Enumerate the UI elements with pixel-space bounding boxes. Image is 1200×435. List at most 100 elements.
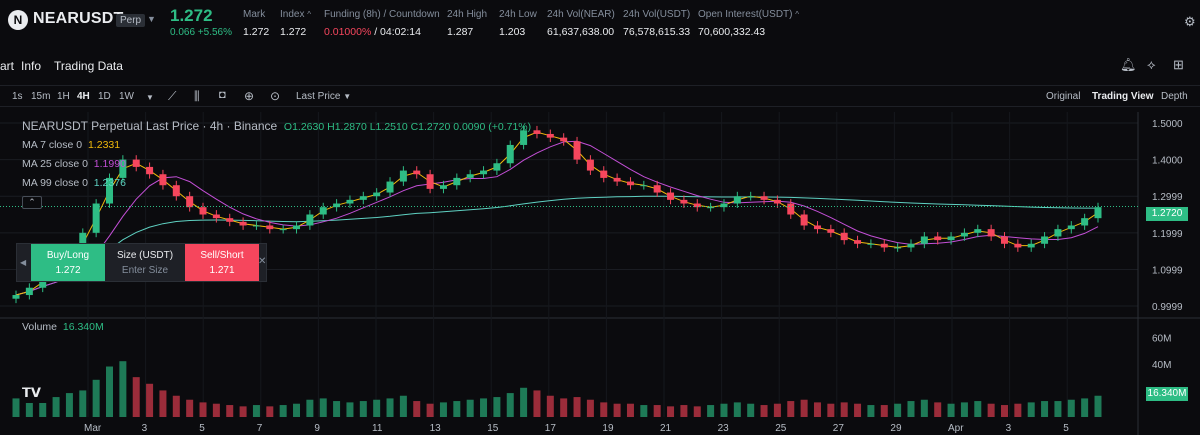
x-tick-label: 11	[372, 423, 383, 434]
sell-short-button[interactable]: Sell/Short 1.271	[185, 244, 259, 281]
x-tick-label: 29	[890, 423, 902, 434]
volume-bar	[626, 403, 634, 417]
compare-icon[interactable]: ⟡	[1147, 57, 1156, 72]
interval-1h[interactable]: 1H	[57, 91, 70, 102]
volume-bar	[907, 401, 915, 417]
candle-body	[386, 181, 394, 193]
volume-bar	[840, 402, 848, 417]
interval-1w[interactable]: 1W	[119, 91, 134, 102]
tab-chart[interactable]: art	[0, 59, 15, 73]
candle-body	[840, 232, 848, 241]
interval-1s[interactable]: 1s	[12, 91, 23, 102]
volume-bar	[947, 403, 955, 417]
candle-body	[106, 177, 114, 204]
volume-bar	[119, 361, 127, 417]
ma25-line	[15, 140, 1099, 296]
candle-body	[693, 203, 701, 208]
stat-label: Funding (8h) / Countdown	[324, 9, 440, 20]
stat-label: Index ^	[280, 9, 312, 20]
x-tick-label: 5	[199, 423, 205, 434]
volume-bar	[25, 399, 33, 417]
interval-1d[interactable]: 1D	[98, 91, 111, 102]
candle-body	[626, 181, 634, 186]
candle-body	[947, 236, 955, 241]
volume-bar	[827, 403, 835, 417]
symbol-selector[interactable]: NEARUSDT	[33, 10, 124, 27]
camera-icon[interactable]: ◘	[219, 89, 226, 101]
view-depth[interactable]: Depth	[1161, 91, 1188, 102]
fullscreen-icon[interactable]: ⊙	[270, 89, 281, 103]
price-chart[interactable]: 1.5000 1.4000 1.2999 1.1999 1.0999 0.9999 Mar 3…	[0, 112, 1200, 435]
buy-long-button[interactable]: Buy/Long 1.272	[31, 244, 105, 281]
candle-body	[493, 163, 501, 171]
candle-body	[319, 207, 327, 215]
candle-body	[787, 203, 795, 215]
interval-15m[interactable]: 15m	[31, 91, 51, 102]
settings-icon[interactable]: ⚙	[1184, 14, 1196, 29]
ma99-legend: MA 99 close 0 1.2376	[22, 177, 126, 189]
candle-body	[1027, 243, 1035, 248]
layout-grid-icon[interactable]: ⊞	[1173, 57, 1184, 72]
interval-dropdown-icon[interactable]: ▼	[146, 93, 154, 102]
volume-bar	[1081, 398, 1089, 417]
volume-bar	[239, 406, 247, 417]
stat-24h-vol-usdt: 24h Vol(USDT) 76,578,615.33	[623, 9, 690, 38]
candle-body	[520, 130, 528, 145]
y-tick-label: 1.1999	[1152, 229, 1183, 240]
view-original[interactable]: Original	[1046, 91, 1081, 102]
stat-label: Mark	[243, 9, 266, 20]
price-change: 0.066 +5.56%	[170, 27, 232, 38]
candle-body	[600, 170, 608, 178]
candle-body	[279, 229, 287, 231]
stat-value: 61,637,638.00	[547, 26, 615, 38]
volume-bar	[252, 405, 260, 417]
volume-bar	[854, 403, 862, 417]
volume-bar	[480, 398, 488, 417]
volume-bar	[653, 405, 661, 417]
volume-bar	[867, 405, 875, 417]
candle-body	[920, 236, 928, 244]
interval-4h[interactable]: 4H	[77, 91, 90, 102]
chart-toolbar: 1s 15m 1H 4H 1D 1W ▼ ⟋ ⫼ ◘ ⊕ ⊙ Last Pric…	[0, 85, 1200, 107]
candle-body	[854, 240, 862, 244]
candle-body	[934, 236, 942, 241]
volume-bar	[399, 395, 407, 417]
volume-bar	[680, 405, 688, 417]
volume-bar	[426, 403, 434, 417]
volume-bar	[613, 403, 621, 417]
x-tick-label: 27	[833, 423, 845, 434]
add-icon[interactable]: ⊕	[244, 89, 255, 103]
volume-bar	[987, 403, 995, 417]
candle-body	[399, 170, 407, 182]
price-source-dropdown[interactable]: Last Price ▼	[296, 91, 352, 102]
alert-bell-icon[interactable]: 🔔︎	[1120, 57, 1137, 72]
drag-handle-icon[interactable]: ◀	[20, 258, 27, 267]
candle-type-icon[interactable]: ⫼	[194, 89, 200, 103]
tab-trading-data[interactable]: Trading Data	[54, 59, 123, 73]
candle-body	[894, 247, 902, 249]
chevron-down-icon[interactable]: ▼	[147, 14, 156, 24]
close-icon[interactable]: ✕	[258, 256, 267, 267]
candlestick-chart[interactable]: 1.5000 1.4000 1.2999 1.1999 1.0999 0.9999 Mar 3…	[0, 112, 1200, 435]
view-trading-view[interactable]: Trading View	[1092, 91, 1154, 102]
volume-bar	[533, 390, 541, 417]
indicator-icon[interactable]: ⟋	[168, 89, 177, 103]
volume-bar	[506, 393, 514, 417]
candle-body	[533, 130, 541, 134]
volume-bar	[212, 403, 220, 417]
collapse-legend-button[interactable]: ⌃	[22, 196, 42, 209]
volume-bar	[813, 402, 821, 417]
candle-body	[506, 144, 514, 164]
tradingview-logo-icon: 𝗧𝗩	[22, 385, 48, 403]
candle-body	[413, 170, 421, 175]
volume-bar	[934, 402, 942, 417]
candle-body	[426, 174, 434, 189]
volume-bar	[373, 399, 381, 417]
candle-body	[439, 185, 447, 189]
size-input[interactable]: Size (USDT) Enter Size	[105, 244, 185, 281]
candle-body	[346, 199, 354, 204]
x-tick-label: 5	[1063, 423, 1069, 434]
tab-info[interactable]: Info	[21, 59, 42, 73]
volume-bar	[413, 401, 421, 417]
volume-bar	[226, 405, 234, 417]
